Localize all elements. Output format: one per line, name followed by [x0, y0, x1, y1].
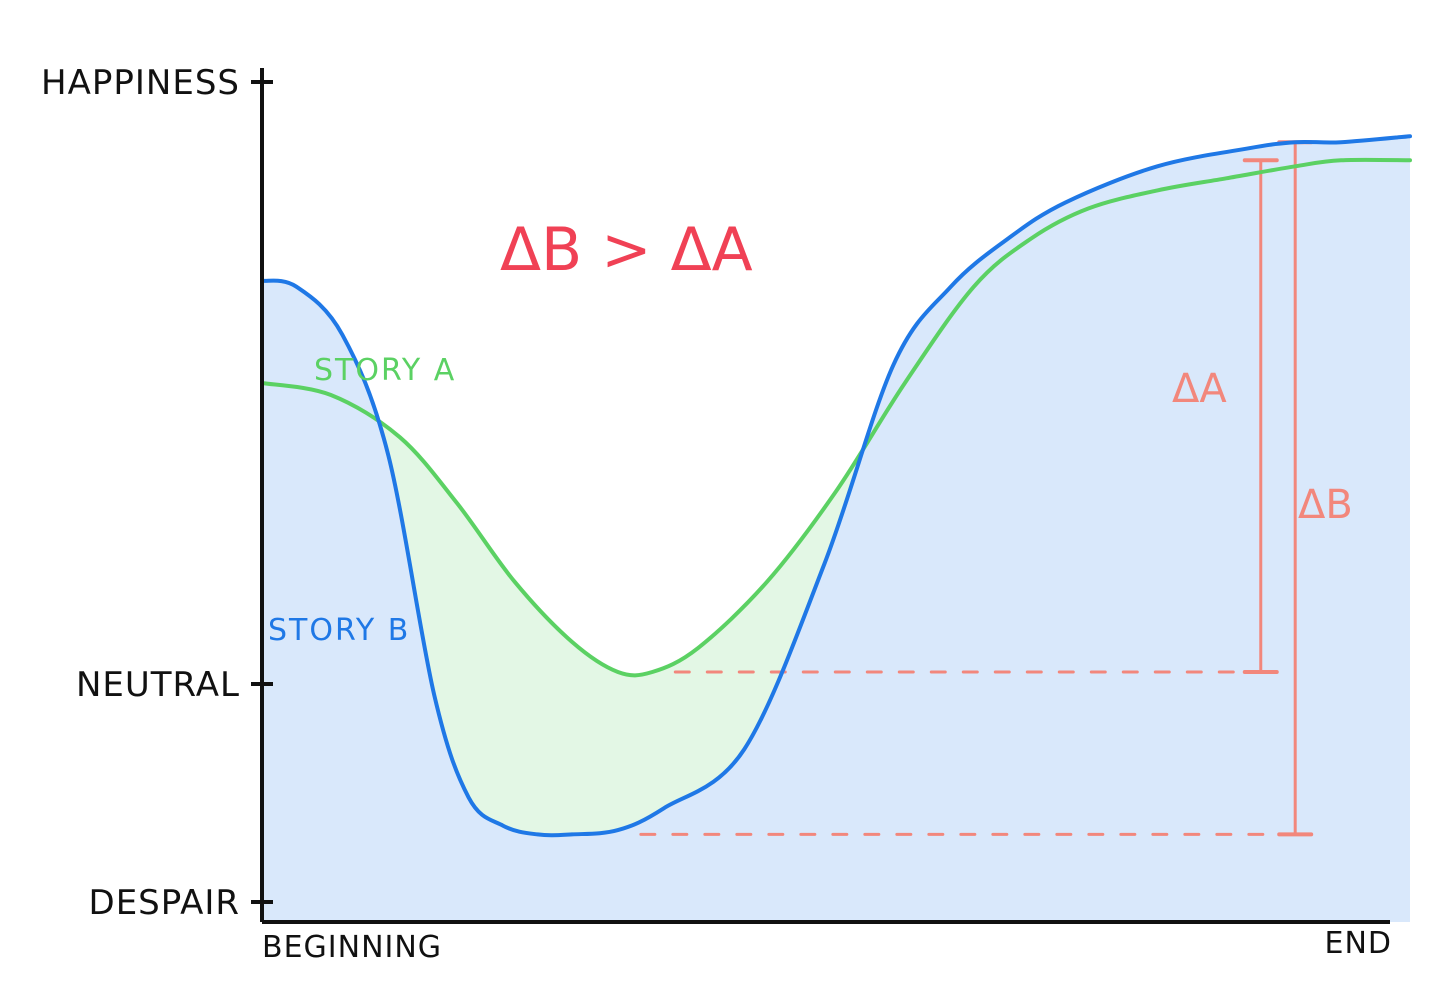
- series-label-story-a: STORY A: [314, 353, 456, 388]
- story-a-line: [260, 157, 1412, 678]
- delta-label-a: ΔA: [1172, 366, 1227, 412]
- series-label-story-b: STORY B: [268, 613, 410, 648]
- y-tick-label-neutral: NEUTRAL: [76, 665, 240, 705]
- chart-text: BEGINNING END HAPPINESS NEUTRAL DESPAIR …: [41, 63, 1393, 965]
- x-tick-label-beginning: BEGINNING: [262, 930, 442, 965]
- delta-guides: [639, 140, 1314, 837]
- y-ticks: [251, 80, 273, 904]
- delta-label-b: ΔB: [1298, 482, 1353, 528]
- comparison-annotation: ΔB > ΔA: [500, 215, 753, 285]
- x-tick-label-end: END: [1325, 926, 1393, 961]
- series-lines: [260, 134, 1412, 838]
- story-b-line: [260, 134, 1412, 838]
- y-tick-label-happiness: HAPPINESS: [41, 63, 240, 103]
- y-tick-label-despair: DESPAIR: [89, 883, 240, 923]
- axes: [260, 68, 1390, 924]
- area-fills: [262, 136, 1410, 922]
- story-b-area: [262, 136, 1410, 922]
